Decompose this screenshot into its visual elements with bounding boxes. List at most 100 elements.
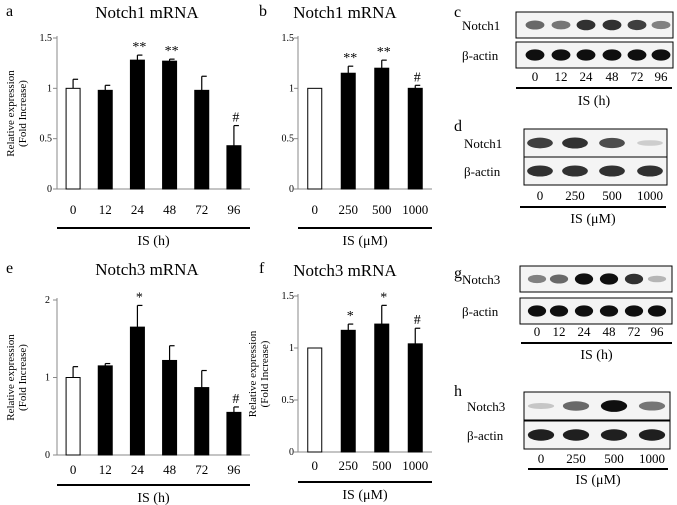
chart-title: Notch1 mRNA [293,3,397,22]
blot-band [527,305,547,317]
bar [97,365,113,456]
blot-band [576,49,596,61]
significance-mark: ** [377,45,391,60]
x-tick-label: 24 [131,202,145,217]
blot-lane-label: 72 [628,324,641,339]
x-tick-label: 72 [195,202,208,217]
x-tick-label: 48 [163,462,176,477]
blot-row-label: β-actin [462,304,499,319]
bar [97,89,113,190]
blot-lane-label: 500 [604,451,624,466]
significance-mark: ** [165,44,179,59]
panel-letter-d: d [454,118,462,135]
blot-band [527,403,555,409]
panel-letter-c: c [454,4,461,21]
blot-band [651,49,671,61]
blot-band [599,165,625,177]
panel-letter-f: f [259,260,265,277]
blot-band [600,400,628,412]
blot-band [525,20,545,30]
blot-x-label: IS (h) [580,348,613,363]
x-tick-label: 250 [339,202,359,217]
blot-row-label: Notch3 [467,399,505,414]
y-axis-label: Relative expression [247,330,259,417]
significance-mark: * [136,290,143,305]
y-tick-label: 1.5 [282,33,295,44]
blot-band [651,20,671,30]
x-tick-label: 12 [99,202,112,217]
blot-band [562,401,590,411]
blot-band [527,274,547,284]
blot-lane-label: 1000 [639,451,665,466]
blot-band [602,49,622,61]
blot-band [624,273,644,285]
y-tick-label: 1 [45,373,50,384]
bar [65,377,81,456]
blot-lane-label: 250 [566,451,586,466]
blot-lane-label: 0 [538,451,545,466]
blot-band [602,19,622,31]
blot-lane-label: 12 [553,324,566,339]
x-axis-label: IS (μM) [342,234,388,249]
blot-lane-label: 96 [651,324,665,339]
blot-row-label: Notch1 [464,136,502,151]
blot-lane-label: 1000 [637,188,663,203]
significance-mark: # [414,70,421,85]
chart-panel-a: a Notch1 mRNA 0 0.5 1 1.5 Relative expression(… [5,3,250,249]
blot-band [527,429,555,441]
x-tick-label: 96 [227,202,241,217]
bar [129,59,145,190]
x-tick-label: 0 [312,458,319,473]
blot-band [600,429,628,441]
blot-row-label: β-actin [464,164,501,179]
bar [374,323,390,453]
x-tick-label: 96 [227,462,241,477]
y-tick-label: 0 [289,447,294,458]
x-tick-label: 0 [312,202,319,217]
blot-panel-h: h Notch3 β-actin 0 250 500 1000 IS (μM) [454,383,671,488]
significance-mark: * [347,309,354,324]
significance-mark: * [380,290,387,305]
y-axis-label: Relative expression [5,70,17,157]
bar [194,387,210,456]
y-tick-label: 2 [45,295,50,306]
blot-band [638,429,666,441]
blot-lane-label: 96 [655,69,669,84]
blot-lane-label: 12 [555,69,568,84]
bar [307,87,323,190]
bar [162,60,178,190]
blot-band [562,137,588,149]
y-tick-label: 0 [47,184,52,195]
x-axis-label: IS (h) [137,491,170,505]
blot-band [637,165,663,177]
x-tick-label: 250 [339,458,359,473]
y-tick-label: 0.5 [40,134,53,145]
y-axis-label: Relative expression [5,334,17,421]
blot-lane-label: 250 [565,188,585,203]
bar [307,347,323,453]
blot-band [527,137,553,149]
significance-mark: # [232,111,239,126]
blot-band [576,19,596,31]
bar [129,326,145,456]
x-tick-label: 1000 [402,202,428,217]
blot-band [549,274,569,284]
blot-band [647,275,667,283]
x-tick-label: 0 [70,202,77,217]
x-tick-label: 1000 [402,458,428,473]
bar [194,89,210,190]
y-tick-label: 1.5 [40,33,53,44]
y-tick-label: 0 [45,450,50,461]
blot-band [562,429,590,441]
x-tick-label: 500 [372,202,392,217]
bar [407,87,423,190]
y-tick-label: 0 [289,184,294,195]
blot-band [624,305,644,317]
blot-band [551,20,571,30]
panel-letter-b: b [259,3,267,20]
chart-title: Notch1 mRNA [95,3,199,22]
blot-band [527,165,553,177]
blot-lane-label: 0 [537,188,544,203]
blot-lane-label: 0 [532,69,539,84]
